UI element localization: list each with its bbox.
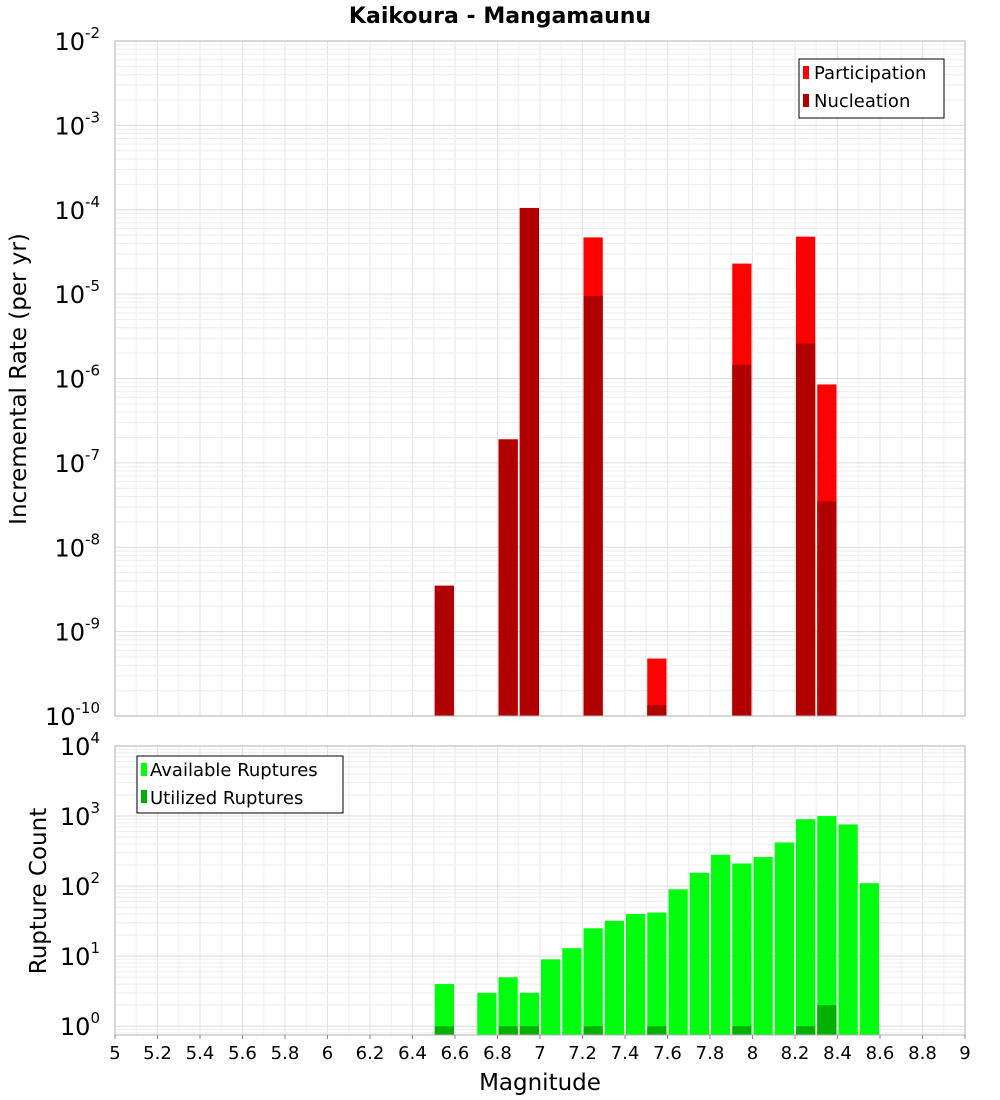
bar-available-ruptures [541,959,561,1035]
y-tick-label: 101 [60,939,100,971]
y-tick-label: 10-3 [54,108,100,140]
legend-label-nucleation: Nucleation [814,91,910,112]
bar-nucleation [817,501,837,716]
bottom-y-tick-labels: 100 101 102 103 104 [60,729,100,1041]
x-tick-label: 7 [534,1043,545,1064]
y-tick-label: 10-9 [54,615,100,647]
bar-utilized-ruptures [732,1026,752,1035]
bar-available-ruptures [689,872,709,1035]
x-tick-label: 8.8 [908,1043,937,1064]
x-tick-label: 8.6 [866,1043,895,1064]
legend-label-utilized: Utilized Ruptures [150,788,303,809]
bar-available-ruptures [732,863,752,1035]
bar-nucleation [583,296,603,716]
bar-available-ruptures [498,977,518,1035]
bar-available-ruptures [774,842,794,1035]
legend-label-available: Available Ruptures [150,760,318,781]
x-tick-label: 9 [959,1043,970,1064]
y-tick-label: 10-10 [45,699,100,731]
x-tick-label: 5.4 [186,1043,215,1064]
x-tick-label: 7.2 [568,1043,597,1064]
y-tick-label: 100 [60,1009,100,1041]
bar-available-ruptures [711,854,731,1035]
rupture-count-panel: 100 101 102 103 104 Rupture Count Available … [26,729,966,1041]
bar-available-ruptures [859,883,879,1035]
bar-participation [647,658,667,716]
bar-available-ruptures [647,912,667,1035]
bar-available-ruptures [838,824,858,1035]
top-bars [434,207,837,716]
y-tick-label: 102 [60,869,100,901]
bottom-legend: Available Ruptures Utilized Ruptures [136,755,344,814]
x-tick-label: 8 [747,1043,758,1064]
bar-utilized-ruptures [434,1026,454,1035]
bar-available-ruptures [604,920,624,1035]
x-tick-label: 6.8 [483,1043,512,1064]
legend-swatch-nucleation [803,94,809,107]
bar-nucleation [498,439,518,716]
bar-available-ruptures [817,816,837,1035]
x-tick-label: 7.8 [696,1043,725,1064]
bar-available-ruptures [434,984,454,1035]
bar-available-ruptures [562,948,582,1035]
bar-available-ruptures [583,928,603,1035]
top-y-tick-labels: 10-10 10-9 10-8 10-7 10-6 10-5 10-4 10-3 10-2 [45,24,100,731]
participation-nucleation-panel: 10-10 10-9 10-8 10-7 10-6 10-5 10-4 10-3 10-2 In… [6,24,966,731]
x-tick-label: 5.6 [228,1043,257,1064]
bar-utilized-ruptures [647,1026,667,1035]
x-tick-label: 6.4 [398,1043,427,1064]
bar-utilized-ruptures [817,1005,837,1035]
legend-swatch-participation [803,66,809,79]
x-tick-label: 5.2 [143,1043,172,1064]
legend-swatch-available [141,763,147,776]
bar-available-ruptures [668,889,688,1035]
top-legend: Participation Nucleation [798,58,945,119]
bar-available-ruptures [519,992,539,1035]
x-tick-label: 6 [322,1043,333,1064]
x-axis-label: Magnitude [479,1070,601,1096]
y-tick-label: 104 [60,729,100,761]
x-tick-label: 6.2 [356,1043,385,1064]
bar-utilized-ruptures [796,1026,816,1035]
y-tick-label: 103 [60,799,100,831]
y-tick-label: 10-8 [54,530,100,562]
y-tick-label: 10-6 [54,362,100,394]
bottom-bars [434,816,879,1035]
y-tick-label: 10-2 [54,24,100,56]
bar-utilized-ruptures [498,1026,518,1035]
legend-swatch-utilized [141,790,147,803]
x-tick-label: 6.6 [441,1043,470,1064]
x-tick-label: 7.6 [653,1043,682,1064]
bar-nucleation [519,207,539,716]
x-tick-label: 5.8 [271,1043,300,1064]
bar-nucleation [434,585,454,716]
y-tick-label: 10-5 [54,277,100,309]
bar-utilized-ruptures [519,1026,539,1035]
bar-available-ruptures [796,819,816,1035]
x-tick-labels: 5 5.2 5.4 5.6 5.8 6 6.2 6.4 6.6 6.8 7 7.2 7.4 7.6 7.8 8… [109,1035,971,1064]
chart-title: Kaikoura - Mangamaunu [349,4,651,29]
legend-label-participation: Participation [814,63,926,84]
bar-available-ruptures [753,857,773,1035]
bar-nucleation [732,364,752,716]
x-tick-label: 8.4 [823,1043,852,1064]
top-gridlines [114,41,966,717]
x-tick-label: 8.2 [781,1043,810,1064]
bar-nucleation [796,343,816,716]
top-legend-box [798,58,945,119]
bar-nucleation [647,705,667,716]
top-y-axis-label: Incremental Rate (per yr) [6,233,32,525]
bar-available-ruptures [477,992,497,1035]
bottom-y-axis-label: Rupture Count [26,808,52,974]
top-plot-border [114,40,966,717]
x-tick-label: 5 [109,1043,120,1064]
bottom-legend-box [136,755,344,814]
bar-utilized-ruptures [583,1026,603,1035]
x-tick-label: 7.4 [611,1043,640,1064]
y-tick-label: 10-4 [54,193,100,225]
y-tick-label: 10-7 [54,446,100,478]
bar-available-ruptures [626,914,646,1035]
